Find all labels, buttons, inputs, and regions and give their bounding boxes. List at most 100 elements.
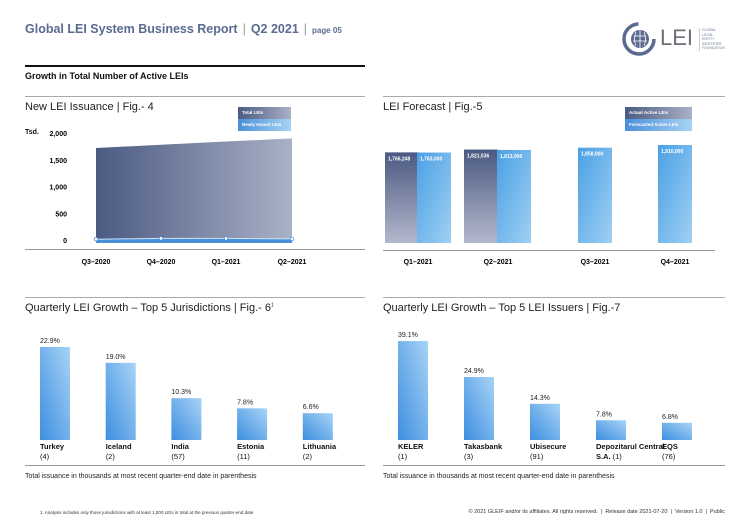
category-name: Ubisecure (530, 442, 567, 451)
category-name: EQS (662, 442, 678, 451)
x-tick-label: Q3–2021 (581, 259, 610, 266)
newly-issued-line (95, 237, 293, 240)
bar-category-label: EQS (76) (662, 442, 678, 462)
bar-value-label: 6.6% (303, 404, 319, 411)
category-name: Takasbank (464, 442, 503, 451)
y-tick-label: 1,000 (49, 185, 67, 192)
bar (171, 398, 202, 440)
forecast-bar-label: 1,763,000 (420, 157, 442, 163)
legend-total-leis: Total LEIs (238, 107, 291, 119)
category-issuance: (1) (398, 452, 408, 461)
fig5-title: LEI Forecast | Fig.-5 (383, 101, 483, 113)
bar (662, 422, 692, 440)
fig5-legend: Actual Active LEIs Forecasted Active LEI… (625, 107, 692, 131)
logo-subtext: GLOBAL LEGAL ENTITY IDENTIFIER FOUNDATIO… (699, 28, 725, 51)
forecast-bar (417, 152, 451, 243)
bar-category-label: Ubisecure (91) (530, 442, 566, 462)
bar (398, 341, 428, 440)
category-name: Lithuania (302, 442, 337, 451)
fig6-title-text: Quarterly LEI Growth – Top 5 Jurisdictio… (25, 302, 271, 314)
y-tick-label: 500 (55, 211, 67, 218)
footnote: 1. Analysis includes only those jurisdic… (40, 510, 254, 515)
gleif-logo: LEI GLOBAL LEGAL ENTITY IDENTIFIER FOUND… (622, 22, 725, 56)
fig6-svg: 22.9% 19.0% 10.3% 7.8% 6.6% (40, 338, 333, 440)
globe-icon (622, 22, 656, 56)
newly-issued-point (93, 236, 99, 242)
forecast-bar (658, 145, 692, 243)
actual-bar (464, 149, 498, 243)
bar-category-label: Estonia (11) (237, 442, 264, 462)
bar-category-label: KELER (1) (398, 442, 423, 462)
fig6-note: Total issuance in thousands at most rece… (25, 473, 257, 480)
forecast-bar-label: 1,858,000 (581, 152, 603, 158)
report-quarter: Q2 2021 (250, 22, 299, 36)
bar (596, 420, 626, 440)
fig4-title: New LEI Issuance | Fig.- 4 (25, 101, 154, 113)
bar-category-label: Turkey (4) (40, 442, 64, 462)
category-issuance: (11) (237, 452, 250, 461)
category-issuance: (91) (530, 452, 544, 461)
fig7-svg: 39.1% 24.9% 14.3% 7.8% 6.8% (398, 332, 692, 440)
bar-value-label: 39.1% (398, 332, 418, 339)
actual-bar-label: 1,821,536 (467, 154, 489, 160)
newly-issued-point (158, 236, 164, 241)
forecast-bar-label: 1,813,000 (500, 154, 522, 160)
category-name: Depozitarul Central S.A. (596, 442, 665, 461)
y-tick-label: 2,000 (49, 131, 67, 138)
bar-value-label: 6.8% (662, 414, 678, 421)
bar (237, 408, 268, 440)
fig7-title: Quarterly LEI Growth – Top 5 LEI Issuers… (383, 302, 621, 314)
x-tick-label: Q4–2021 (661, 259, 690, 266)
bar-category-label: Lithuania (2) (303, 442, 336, 462)
category-issuance: (3) (464, 452, 474, 461)
category-name: Iceland (105, 442, 132, 451)
fig4-chart: 2,000 1,500 1,000 500 0 Q3–2020 Q4–2020 Q1–2021… (49, 131, 307, 266)
legend-actual: Actual Active LEIs (625, 107, 692, 119)
page-number: page 05 (312, 26, 342, 35)
category-issuance: (4) (40, 452, 50, 461)
x-tick-label: Q4–2020 (147, 259, 176, 266)
bar (105, 362, 136, 440)
x-tick-label: Q2–2021 (484, 259, 513, 266)
newly-issued-point (289, 236, 295, 242)
category-issuance: (2) (105, 452, 115, 461)
bar-value-label: 7.8% (237, 399, 253, 406)
category-name: KELER (398, 442, 424, 451)
category-issuance: (57) (171, 452, 185, 461)
fig4-ylabel: Tsd. (25, 129, 39, 136)
newly-issued-area (96, 238, 292, 243)
bar-category-label: Iceland (2) (106, 442, 132, 462)
bar-category-label: Takasbank (3) (464, 442, 502, 462)
newly-issued-point (223, 236, 229, 241)
bar-value-label: 7.8% (596, 411, 612, 418)
fig4-legend: Total LEIs Newly Issued LEIs (238, 107, 291, 131)
x-tick-label: Q2–2021 (278, 259, 307, 266)
bar-category-label: Depozitarul Central S.A. (1) (596, 442, 671, 462)
forecast-bar (497, 149, 531, 243)
logo-text: LEI (660, 25, 694, 50)
y-tick-label: 1,500 (49, 158, 67, 165)
fig5-chart: 1,766,248 1,763,000 Q1–2021 1,821,536 1,813,… (385, 145, 692, 266)
actual-bar (385, 152, 419, 243)
category-issuance: (2) (302, 452, 312, 461)
category-name: India (171, 442, 189, 451)
bar-value-label: 19.0% (106, 354, 126, 361)
copyright: © 2021 GLEIF and/or its affiliates. All … (468, 509, 726, 515)
bar (464, 377, 494, 440)
legend-forecast: Forecasted Active LEIs (625, 119, 692, 131)
legend-newly-issued: Newly Issued LEIs (238, 119, 291, 131)
x-tick-label: Q1–2021 (212, 259, 241, 266)
bar-value-label: 24.9% (464, 368, 484, 375)
category-name: Estonia (237, 442, 265, 451)
x-tick-label: Q3–2020 (82, 259, 111, 266)
category-issuance: (76) (662, 452, 676, 461)
bar (40, 347, 70, 440)
y-tick-label: 0 (63, 238, 67, 245)
fig6-title: Quarterly LEI Growth – Top 5 Jurisdictio… (25, 302, 274, 314)
section-title: Growth in Total Number of Active LEIs (25, 71, 189, 81)
bar-category-label: India (57) (171, 442, 189, 462)
fig7-note: Total issuance in thousands at most rece… (383, 473, 615, 480)
bar (530, 403, 560, 440)
forecast-bar-label: 1,910,000 (661, 149, 683, 155)
category-name: Turkey (40, 442, 65, 451)
